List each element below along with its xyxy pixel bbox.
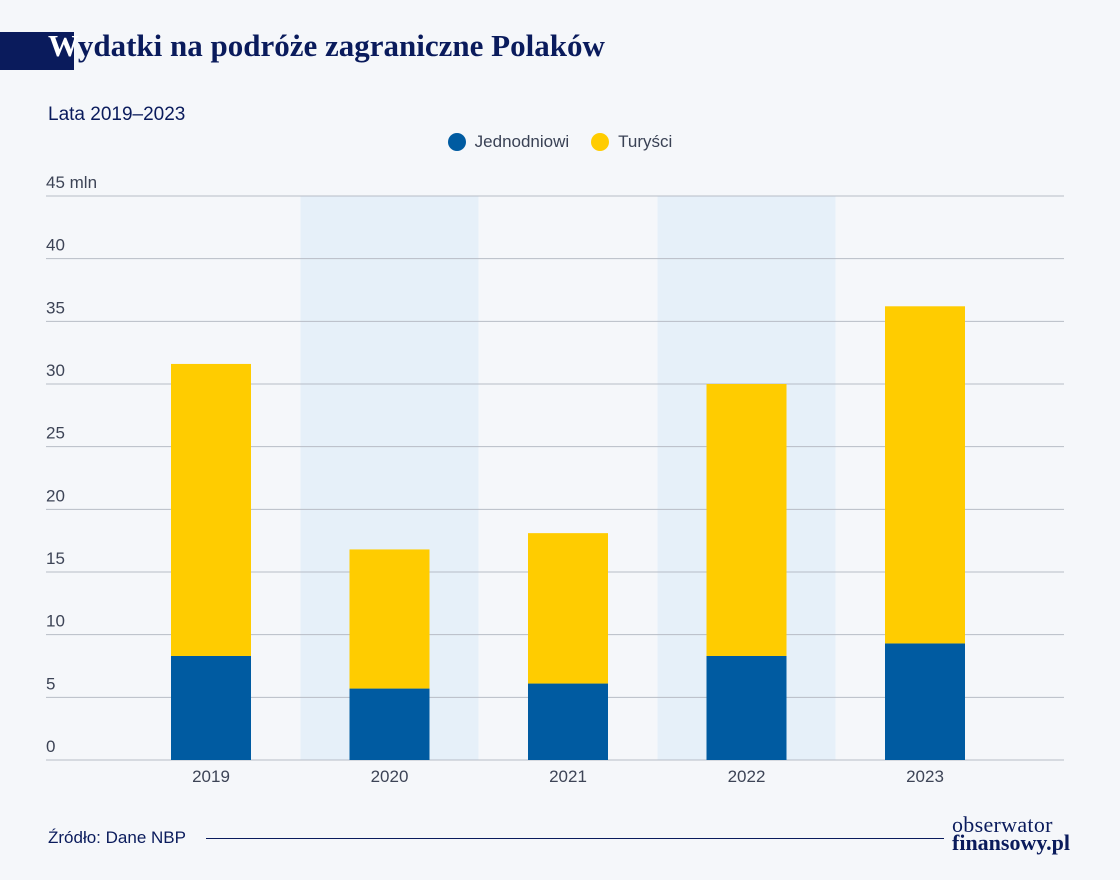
legend-item-jednodniowi: Jednodniowi xyxy=(447,132,570,152)
bar-turysci-2021 xyxy=(528,533,608,684)
y-tick-label-30: 30 xyxy=(46,361,65,380)
bar-turysci-2019 xyxy=(171,363,251,656)
chart-title: Wydatki na podróże zagraniczne Polaków xyxy=(48,28,605,64)
x-tick-label-2020: 2020 xyxy=(371,767,409,786)
y-tick-label-5: 5 xyxy=(46,674,55,693)
publisher-logo: obserwator finansowy.pl xyxy=(952,812,1092,856)
legend-label-turysci: Turyści xyxy=(618,132,673,151)
y-tick-label-35: 35 xyxy=(46,298,65,317)
x-tick-label-2022: 2022 xyxy=(728,767,766,786)
y-tick-label-0: 0 xyxy=(46,737,55,756)
title-first-letter: W xyxy=(48,28,78,63)
legend-swatch-turysci xyxy=(591,133,610,151)
logo-line-2: finansowy.pl xyxy=(952,830,1070,856)
title-rest: ydatki na podróże zagraniczne Polaków xyxy=(77,28,605,63)
bar-jednodniowi-2021 xyxy=(528,683,608,760)
legend-item-turysci: Turyści xyxy=(591,132,672,152)
bar-turysci-2020 xyxy=(349,549,430,689)
bar-turysci-2023 xyxy=(885,306,965,644)
legend: Jednodniowi Turyści xyxy=(0,130,1120,154)
legend-label-jednodniowi: Jednodniowi xyxy=(474,132,570,151)
y-tick-label-25: 25 xyxy=(46,424,65,443)
bar-jednodniowi-2019 xyxy=(171,655,251,760)
title-accent-bar xyxy=(0,32,74,70)
x-tick-label-2019: 2019 xyxy=(192,767,230,786)
footer-divider xyxy=(206,838,944,839)
y-tick-label-40: 40 xyxy=(46,236,65,255)
bar-jednodniowi-2022 xyxy=(706,655,787,760)
x-tick-label-2021: 2021 xyxy=(549,767,587,786)
y-tick-label-10: 10 xyxy=(46,612,65,631)
bar-jednodniowi-2020 xyxy=(349,688,430,760)
chart-subtitle: Lata 2019–2023 xyxy=(48,104,186,125)
logo-line-1: obserwator xyxy=(952,812,1053,837)
bar-turysci-2022 xyxy=(706,384,787,656)
x-tick-label-2023: 2023 xyxy=(906,767,944,786)
y-tick-label-20: 20 xyxy=(46,486,65,505)
bar-jednodniowi-2023 xyxy=(885,643,965,760)
legend-swatch-jednodniowi xyxy=(447,133,466,151)
y-tick-label-15: 15 xyxy=(46,549,65,568)
source-note: Źródło: Dane NBP xyxy=(48,828,186,847)
y-tick-label-45: 45 mln xyxy=(46,173,97,192)
